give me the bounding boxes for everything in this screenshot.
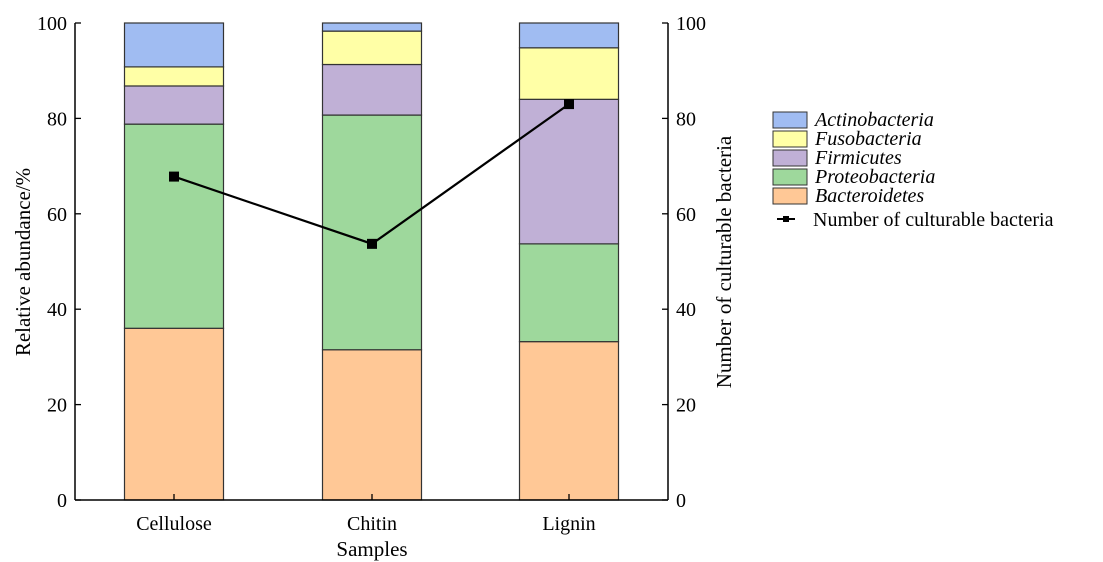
y2-axis-title: Number of culturable bacteria (712, 135, 736, 388)
bar-segment-actinobacteria-chitin (321, 22, 423, 32)
y-tick-label: 20 (47, 395, 67, 417)
legend-line-marker (783, 216, 789, 222)
legend-label-culturable-bacteria: Number of culturable bacteria (813, 209, 1054, 231)
bar-segment-bacteroidetes-cellulose (123, 327, 225, 501)
legend-label-bacteroidetes: Bacteroidetes (815, 185, 924, 207)
bar-segment-firmicutes-lignin (518, 98, 620, 245)
x-tick-label: Cellulose (136, 513, 212, 535)
y2-tick-label: 60 (676, 204, 696, 226)
line-layer (169, 99, 574, 249)
culturable-bacteria-point-lignin (564, 99, 574, 110)
bar-segment-fusobacteria-lignin (518, 47, 620, 100)
legend-label-fusobacteria: Fusobacteria (814, 128, 922, 150)
bar-segment-proteobacteria-cellulose (123, 123, 225, 329)
x-axis-title: Samples (336, 537, 407, 561)
legend-swatch-fusobacteria (772, 130, 808, 148)
y2-tick-label: 0 (676, 490, 686, 512)
y2-tick-label: 100 (676, 13, 706, 35)
y-tick-label: 40 (47, 299, 67, 321)
y2-tick-label: 80 (676, 108, 696, 130)
legend-swatch-firmicutes (772, 149, 808, 167)
bar-segment-proteobacteria-lignin (518, 243, 620, 343)
ticks-layer: 0 20 40 60 80 100 0 20 40 60 80 100 Cellulose Chitin L… (37, 13, 706, 535)
y-tick-label: 80 (47, 108, 67, 130)
bar-segment-bacteroidetes-lignin (518, 341, 620, 501)
y-tick-label: 100 (37, 13, 67, 35)
y-axis-title: Relative abundance/% (11, 168, 35, 356)
y2-tick-label: 40 (676, 299, 696, 321)
bar-segment-actinobacteria-lignin (518, 22, 620, 49)
y-tick-label: 0 (57, 490, 67, 512)
bar-segment-firmicutes-cellulose (123, 85, 225, 125)
bar-segment-fusobacteria-chitin (321, 30, 423, 66)
y-tick-label: 60 (47, 204, 67, 226)
x-tick-label: Lignin (542, 513, 595, 535)
bar-segment-firmicutes-chitin (321, 63, 423, 116)
culturable-bacteria-point-cellulose (169, 171, 179, 182)
bar-segment-bacteroidetes-chitin (321, 349, 423, 501)
y2-tick-label: 20 (676, 395, 696, 417)
legend: ActinobacteriaFusobacteriaFirmicutesProt… (772, 109, 1054, 231)
legend-swatch-bacteroidetes (772, 187, 808, 205)
legend-swatch-actinobacteria (772, 111, 808, 129)
legend-swatch-proteobacteria (772, 168, 808, 186)
legend-label-firmicutes: Firmicutes (814, 147, 902, 169)
bars-layer (123, 22, 620, 501)
legend-label-actinobacteria: Actinobacteria (813, 109, 934, 131)
x-tick-label: Chitin (347, 513, 397, 535)
bar-segment-fusobacteria-cellulose (123, 66, 225, 87)
bar-segment-actinobacteria-cellulose (123, 22, 225, 68)
culturable-bacteria-point-chitin (367, 238, 377, 249)
legend-label-proteobacteria: Proteobacteria (814, 166, 935, 188)
